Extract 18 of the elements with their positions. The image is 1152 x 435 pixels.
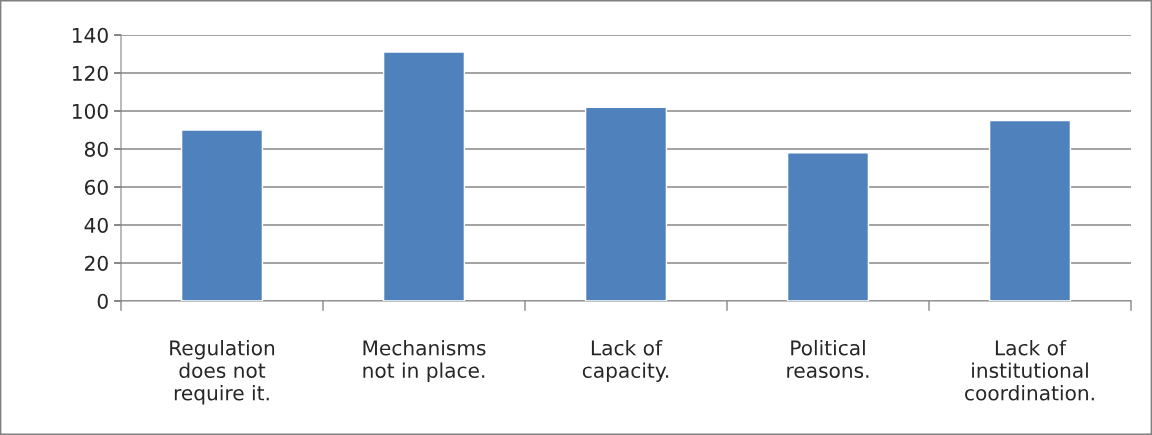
y-tick-label: 100 <box>72 103 108 119</box>
bar <box>382 51 466 301</box>
x-tick-label: Mechanisms not in place. <box>363 339 486 382</box>
x-tick-label: Political reasons. <box>787 339 869 379</box>
x-tick-label: Lack of capacity. <box>582 339 669 382</box>
bar <box>786 152 870 301</box>
y-tick-label: 80 <box>84 141 108 157</box>
y-tick-label: 0 <box>97 293 108 309</box>
y-tick-label: 120 <box>72 65 108 81</box>
y-tick-label: 20 <box>85 255 108 271</box>
bar <box>584 106 668 301</box>
y-tick-label: 40 <box>84 217 108 233</box>
x-tick-label: Lack of institutional coordination. <box>965 339 1094 401</box>
y-tick-label: 140 <box>72 27 108 43</box>
x-tick-label: Regulation does not require it. <box>170 339 275 405</box>
bar <box>180 129 264 301</box>
bar <box>988 119 1072 301</box>
y-tick-label: 60 <box>84 179 108 195</box>
